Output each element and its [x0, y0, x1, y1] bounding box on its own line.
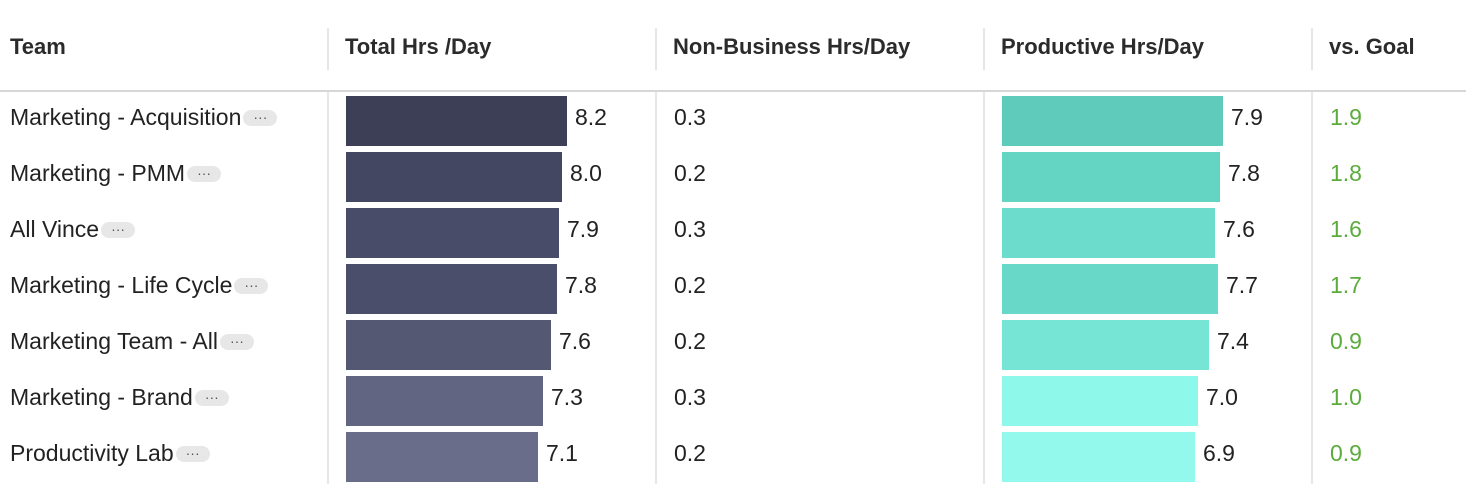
productive-hrs-bar — [1002, 208, 1215, 258]
total-hrs-value: 8.2 — [575, 104, 607, 130]
productive-hrs-value: 6.9 — [1203, 440, 1235, 466]
team-name[interactable]: Marketing - Life Cycle ··· — [10, 272, 269, 299]
team-name[interactable]: Productivity Lab ··· — [10, 440, 210, 467]
header-divider — [0, 90, 1466, 92]
more-options-icon[interactable]: ··· — [175, 445, 210, 462]
team-name[interactable]: Marketing - Brand ··· — [10, 384, 229, 411]
team-name-label: Marketing Team - All — [10, 328, 218, 354]
column-divider — [327, 92, 329, 484]
vs-goal-value: 1.8 — [1330, 160, 1362, 186]
table-row[interactable]: Productivity Lab ··· 7.1 0.2 6.9 0.9 — [0, 428, 1466, 484]
total-hrs-value: 7.1 — [546, 440, 578, 466]
productive-hrs-bar — [1002, 96, 1223, 146]
column-divider — [655, 92, 657, 484]
header-total-hrs[interactable]: Total Hrs /Day — [345, 34, 492, 59]
total-hrs-bar — [346, 96, 567, 146]
column-divider — [327, 28, 329, 70]
productive-hrs-bar — [1002, 152, 1220, 202]
team-name-label: Productivity Lab — [10, 440, 174, 466]
column-divider — [655, 28, 657, 70]
productive-hrs-value: 7.0 — [1206, 384, 1238, 410]
productive-hrs-bar — [1002, 432, 1195, 482]
productive-hrs-bar — [1002, 264, 1218, 314]
header-vs-goal[interactable]: vs. Goal — [1329, 34, 1415, 59]
non-business-hrs-value: 0.3 — [674, 216, 706, 242]
vs-goal-value: 0.9 — [1330, 328, 1362, 354]
table-row[interactable]: Marketing - PMM ··· 8.0 0.2 7.8 1.8 — [0, 148, 1466, 204]
more-options-icon[interactable]: ··· — [219, 333, 254, 350]
total-hrs-value: 7.6 — [559, 328, 591, 354]
header-non-business-hrs[interactable]: Non-Business Hrs/Day — [673, 34, 911, 59]
column-divider — [1311, 92, 1313, 484]
team-name[interactable]: Marketing - Acquisition ··· — [10, 104, 278, 131]
team-name-label: Marketing - PMM — [10, 160, 186, 186]
header-productive-hrs[interactable]: Productive Hrs/Day — [1001, 34, 1204, 59]
column-divider — [983, 92, 985, 484]
column-divider — [983, 28, 985, 70]
table-row[interactable]: Marketing - Brand ··· 7.3 0.3 7.0 1.0 — [0, 372, 1466, 428]
vs-goal-value: 1.9 — [1330, 104, 1362, 130]
team-name[interactable]: Marketing - PMM ··· — [10, 160, 222, 187]
productive-hrs-bar — [1002, 320, 1209, 370]
total-hrs-value: 7.8 — [565, 272, 597, 298]
non-business-hrs-value: 0.2 — [674, 328, 706, 354]
vs-goal-value: 1.0 — [1330, 384, 1362, 410]
table-row[interactable]: Marketing Team - All ··· 7.6 0.2 7.4 0.9 — [0, 316, 1466, 372]
team-name-label: Marketing - Acquisition — [10, 104, 242, 130]
team-name-label: Marketing - Brand — [10, 384, 193, 410]
productive-hrs-value: 7.4 — [1217, 328, 1249, 354]
table-row[interactable]: All Vince ··· 7.9 0.3 7.6 1.6 — [0, 204, 1466, 260]
table-row[interactable]: Marketing - Acquisition ··· 8.2 0.3 7.9 1.9 — [0, 92, 1466, 148]
table-row[interactable]: Marketing - Life Cycle ··· 7.8 0.2 7.7 1.7 — [0, 260, 1466, 316]
total-hrs-value: 8.0 — [570, 160, 602, 186]
vs-goal-value: 1.6 — [1330, 216, 1362, 242]
team-name-label: All Vince — [10, 216, 100, 242]
non-business-hrs-value: 0.2 — [674, 160, 706, 186]
more-options-icon[interactable]: ··· — [234, 277, 269, 294]
total-hrs-bar — [346, 152, 562, 202]
total-hrs-bar — [346, 264, 557, 314]
total-hrs-value: 7.3 — [551, 384, 583, 410]
total-hrs-bar — [346, 320, 551, 370]
team-name-label: Marketing - Life Cycle — [10, 272, 233, 298]
more-options-icon[interactable]: ··· — [194, 389, 229, 406]
team-name[interactable]: All Vince ··· — [10, 216, 136, 243]
productive-hrs-value: 7.8 — [1228, 160, 1260, 186]
total-hrs-bar — [346, 432, 538, 482]
total-hrs-bar — [346, 376, 543, 426]
productive-hrs-bar — [1002, 376, 1198, 426]
non-business-hrs-value: 0.3 — [674, 104, 706, 130]
more-options-icon[interactable]: ··· — [101, 221, 136, 238]
column-divider — [1311, 28, 1313, 70]
vs-goal-value: 1.7 — [1330, 272, 1362, 298]
more-options-icon[interactable]: ··· — [187, 165, 222, 182]
productive-hrs-value: 7.9 — [1231, 104, 1263, 130]
non-business-hrs-value: 0.2 — [674, 440, 706, 466]
total-hrs-value: 7.9 — [567, 216, 599, 242]
header-team[interactable]: Team — [10, 34, 66, 59]
productive-hrs-value: 7.7 — [1226, 272, 1258, 298]
more-options-icon[interactable]: ··· — [243, 109, 278, 126]
non-business-hrs-value: 0.3 — [674, 384, 706, 410]
vs-goal-value: 0.9 — [1330, 440, 1362, 466]
non-business-hrs-value: 0.2 — [674, 272, 706, 298]
productive-hrs-value: 7.6 — [1223, 216, 1255, 242]
total-hrs-bar — [346, 208, 559, 258]
team-name[interactable]: Marketing Team - All ··· — [10, 328, 254, 355]
